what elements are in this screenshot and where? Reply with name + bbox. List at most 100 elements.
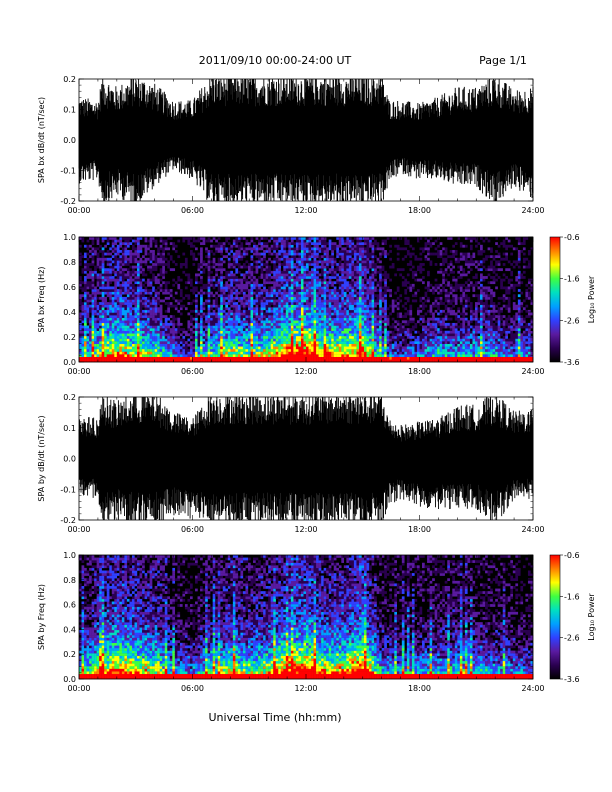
spectrogram-cell bbox=[129, 286, 133, 290]
spectrogram-cell bbox=[225, 296, 229, 300]
spectrogram-cell bbox=[154, 260, 158, 264]
spectrogram-cell bbox=[119, 273, 123, 277]
spectrogram-cell bbox=[94, 247, 97, 251]
spectrogram-cell bbox=[247, 320, 251, 324]
spectrogram-cell bbox=[293, 330, 297, 334]
spectrogram-cell bbox=[293, 348, 297, 352]
spectrogram-cell bbox=[316, 343, 319, 347]
spectrogram-cell bbox=[114, 325, 118, 329]
spectrogram-cell bbox=[79, 351, 82, 355]
spectrogram-cell bbox=[273, 289, 276, 292]
spectrogram-cell bbox=[91, 263, 95, 266]
spectrogram-cell bbox=[316, 333, 319, 337]
spectrogram-cell bbox=[84, 330, 87, 334]
spectrogram-cell bbox=[369, 283, 372, 287]
spectrogram-cell bbox=[273, 346, 276, 350]
spectrogram-cell bbox=[376, 244, 380, 248]
spectrogram-cell bbox=[306, 333, 309, 337]
spectrogram-cell bbox=[298, 322, 302, 326]
spectrogram-cell bbox=[364, 351, 367, 355]
spectrogram-cell bbox=[260, 289, 264, 292]
spectrogram-cell bbox=[174, 359, 178, 363]
spectrogram-cell bbox=[101, 325, 105, 329]
spectrogram-cell bbox=[119, 296, 123, 300]
spectrogram-cell bbox=[179, 299, 183, 303]
spectrogram-cell bbox=[290, 239, 294, 243]
spectrogram-cell bbox=[253, 325, 256, 329]
spectrogram-cell bbox=[114, 312, 118, 316]
spectrogram-cell bbox=[303, 237, 307, 240]
x-tick-label: 24:00 bbox=[521, 206, 544, 215]
spectrogram-cell bbox=[273, 359, 276, 363]
spectrogram-cell bbox=[376, 242, 380, 246]
spectrogram-cell bbox=[159, 247, 163, 251]
spectrogram-cell bbox=[131, 244, 135, 248]
spectrogram-cell bbox=[189, 278, 193, 282]
spectrogram-cell bbox=[341, 338, 345, 342]
spectrogram-cell bbox=[79, 307, 82, 311]
spectrogram-cell bbox=[184, 294, 188, 298]
spectrogram-cell bbox=[197, 359, 201, 363]
spectrogram-cell bbox=[134, 289, 138, 292]
spectrogram-cell bbox=[137, 283, 140, 287]
spectrogram-cell bbox=[101, 322, 105, 326]
spectrogram-cell bbox=[222, 307, 226, 311]
spectrogram-cell bbox=[167, 247, 170, 251]
spectrogram-cell bbox=[192, 252, 196, 256]
spectrogram-cell bbox=[79, 341, 82, 344]
spectrogram-cell bbox=[338, 354, 342, 357]
spectrogram-cell bbox=[84, 252, 87, 256]
spectrogram-cell bbox=[142, 312, 145, 316]
spectrogram-cell bbox=[366, 309, 370, 313]
spectrogram-cell bbox=[338, 281, 342, 285]
spectrogram-cell bbox=[290, 312, 294, 316]
spectrogram-cell bbox=[124, 328, 128, 331]
x-tick-label: 06:00 bbox=[181, 206, 204, 215]
spectrogram-cell bbox=[184, 343, 188, 347]
spectrogram-cell bbox=[351, 244, 355, 248]
spectrogram-cell bbox=[121, 341, 125, 344]
spectrogram-cell bbox=[374, 333, 377, 337]
spectrogram-cell bbox=[278, 304, 281, 308]
spectrogram-cell bbox=[374, 338, 377, 342]
spectrogram-cell bbox=[270, 299, 274, 303]
spectrogram-cell bbox=[210, 325, 213, 329]
spectrogram-cell bbox=[333, 286, 337, 290]
spectrogram-cell bbox=[300, 278, 304, 282]
spectrogram-cell bbox=[323, 268, 327, 272]
spectrogram-cell bbox=[313, 281, 317, 285]
spectrogram-cell bbox=[328, 351, 332, 355]
spectrogram-cell bbox=[109, 268, 112, 272]
spectrogram-cell bbox=[164, 330, 168, 334]
spectrogram-cell bbox=[358, 307, 362, 311]
spectrogram-cell bbox=[137, 315, 140, 318]
spectrogram-cell bbox=[124, 237, 128, 240]
spectrogram-cell bbox=[381, 325, 385, 329]
spectrogram-cell bbox=[381, 359, 385, 363]
spectrogram-cell bbox=[222, 333, 226, 337]
spectrogram-cell bbox=[147, 299, 150, 303]
spectrogram-cell bbox=[275, 317, 279, 321]
spectrogram-cell bbox=[258, 252, 261, 256]
spectrogram-cell bbox=[300, 239, 304, 243]
spectrogram-cell bbox=[321, 346, 324, 350]
spectrogram-cell bbox=[245, 312, 249, 316]
spectrogram-cell bbox=[124, 356, 128, 360]
spectrogram-cell bbox=[326, 296, 329, 300]
spectrogram-cell bbox=[295, 244, 299, 248]
spectrogram-cell bbox=[270, 237, 274, 240]
spectrogram-cell bbox=[200, 276, 203, 279]
spectrogram-cell bbox=[321, 244, 324, 248]
spectrogram-cell bbox=[346, 268, 350, 272]
spectrogram-cell bbox=[225, 289, 229, 292]
spectrogram-cell bbox=[179, 333, 183, 337]
spectrogram-cell bbox=[169, 346, 173, 350]
spectrogram-cell bbox=[288, 302, 292, 305]
spectrogram-cell bbox=[91, 348, 95, 352]
spectrogram-cell bbox=[162, 338, 165, 342]
spectrogram-cell bbox=[321, 338, 324, 342]
spectrogram-cell bbox=[384, 351, 387, 355]
spectrogram-cell bbox=[232, 296, 236, 300]
spectrogram-cell bbox=[376, 294, 380, 298]
spectrogram-cell bbox=[353, 268, 357, 272]
